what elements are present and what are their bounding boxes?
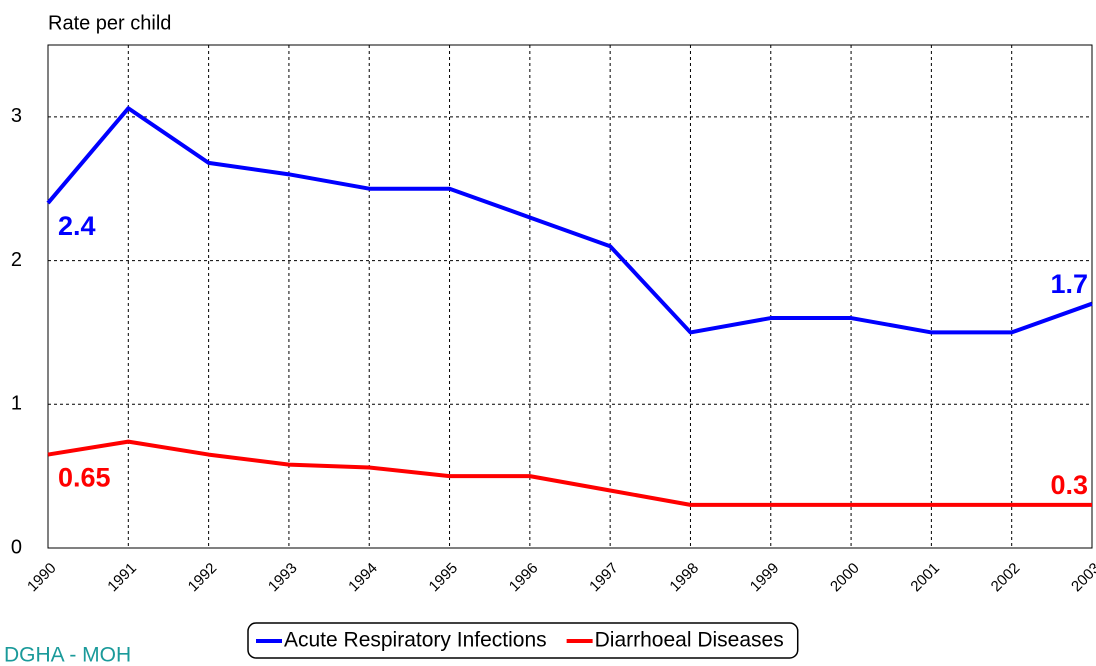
x-tick-label: 1990: [24, 560, 60, 596]
data-label: 0.3: [1050, 470, 1088, 500]
y-axis-label: Rate per child: [48, 12, 171, 34]
legend-box: [247, 622, 799, 659]
x-tick-label: 1994: [345, 560, 381, 596]
x-tick-label: 1996: [506, 560, 542, 596]
data-label: 1.7: [1050, 269, 1088, 299]
legend-label: Diarrhoeal Diseases: [595, 629, 784, 652]
y-tick-label: 3: [11, 105, 22, 127]
x-tick-label: 2003: [1068, 560, 1096, 596]
x-tick-label: 1991: [104, 560, 140, 596]
x-tick-label: 1993: [265, 560, 301, 596]
series-line: [47, 439, 1092, 507]
data-label: 0.65: [58, 463, 111, 493]
x-tick-label: 2000: [827, 560, 863, 596]
x-tick-label: 1992: [185, 560, 221, 596]
x-tick-label: 1999: [747, 560, 783, 596]
source: DGHA - MOH: [4, 644, 131, 666]
y-tick-label: 1: [11, 393, 22, 415]
legend-label: Acute Respiratory Infections: [284, 629, 547, 652]
x-tick-label: 1995: [426, 560, 462, 596]
x-tick-label: 1997: [586, 560, 622, 596]
x-tick-label: 2002: [988, 560, 1024, 596]
y-tick-label: 2: [11, 249, 22, 271]
plot-frame: [47, 44, 1093, 549]
series-line: [46, 106, 1093, 335]
y-tick-label: 0: [11, 536, 22, 558]
data-label: 2.4: [58, 211, 96, 241]
x-tick-label: 1998: [666, 560, 702, 596]
x-tick-label: 2001: [907, 560, 943, 596]
